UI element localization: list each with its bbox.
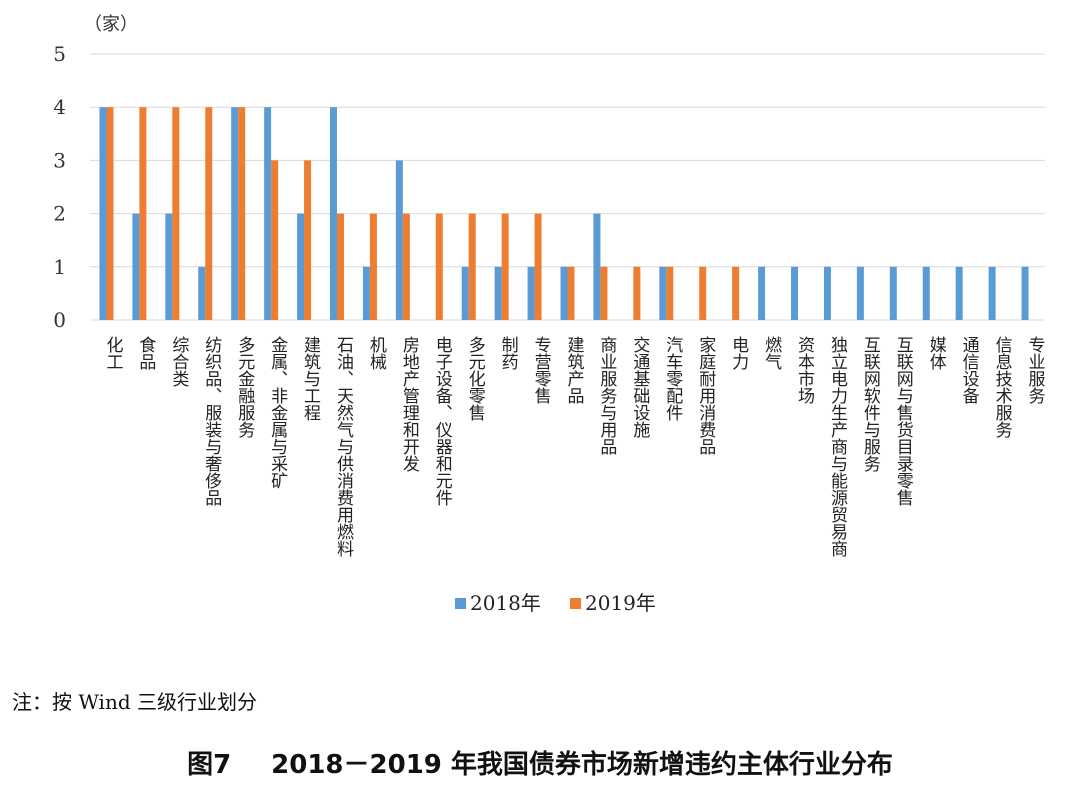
bar-series2 — [106, 107, 114, 320]
legend-swatch — [455, 598, 466, 609]
y-tick-label: 1 — [53, 255, 66, 279]
x-category-label: 多元化零售 — [465, 336, 486, 421]
x-category-label: 电子设备、仪器和元件 — [432, 336, 453, 506]
bar-series1 — [198, 266, 206, 320]
bar-series1 — [329, 107, 337, 320]
y-unit-label: （家） — [84, 14, 138, 35]
x-category-label: 制药 — [498, 336, 519, 371]
bar-series2 — [567, 266, 575, 320]
bar-series1 — [593, 213, 601, 320]
bar-series2 — [534, 213, 542, 320]
figure-label: 图7 — [187, 750, 232, 780]
y-tick-label: 5 — [53, 42, 66, 66]
x-category-label: 专业服务 — [1025, 336, 1046, 404]
bar-series2 — [633, 266, 641, 320]
x-category-label: 交通基础设施 — [629, 336, 650, 439]
x-category-label: 互联网与售货目录零售 — [893, 336, 914, 506]
bar-series2 — [468, 213, 476, 320]
bar-series2 — [139, 107, 147, 320]
bar-series2 — [435, 213, 443, 320]
bar-series2 — [205, 107, 213, 320]
figure-caption: 图7 2018－2019 年我国债券市场新增违约主体行业分布 — [0, 744, 1080, 781]
bar-series2 — [336, 213, 344, 320]
x-category-label: 多元金融服务 — [234, 336, 255, 438]
x-category-label: 独立电力生产商与能源贸易商 — [827, 336, 848, 558]
bar-series2 — [271, 160, 279, 320]
x-category-label: 建筑产品 — [564, 336, 585, 404]
bar-series2 — [402, 213, 410, 320]
bar-series2 — [238, 107, 246, 320]
bar-series1 — [988, 266, 996, 320]
x-category-label: 综合类 — [168, 336, 189, 387]
x-category-label: 通信设备 — [959, 336, 980, 404]
x-category-label: 家庭耐用消费品 — [695, 336, 716, 455]
legend-label: 2019年 — [585, 591, 656, 615]
bar-series1 — [297, 213, 305, 320]
x-category-label: 石油、天然气与供消费用燃料 — [333, 336, 354, 557]
bar-series2 — [600, 266, 608, 320]
legend-label: 2018年 — [470, 591, 541, 615]
bar-series2 — [732, 266, 740, 320]
x-category-label: 建筑与工程 — [300, 336, 321, 421]
bar-series1 — [856, 266, 864, 320]
x-category-label: 燃气 — [761, 336, 782, 370]
bar-chart: （家） 0 1 2 3 4 5 化工 食品 综合类 纺织品、服装与奢侈品 多元金融服务 金属、非金属与采… — [53, 14, 1046, 615]
bar-series1 — [231, 107, 239, 320]
bar-series2 — [172, 107, 180, 320]
figure-title: 2018－2019 年我国债券市场新增违约主体行业分布 — [271, 750, 893, 780]
bar-series1 — [1021, 266, 1029, 320]
bar-series1 — [659, 266, 667, 320]
bar-series1 — [99, 107, 107, 320]
y-tick-label: 0 — [53, 308, 66, 332]
x-category-label: 化工 — [102, 336, 123, 370]
bar-series1 — [791, 266, 799, 320]
bar-series1 — [165, 213, 173, 320]
y-tick-label: 3 — [53, 148, 66, 172]
bar-series1 — [362, 266, 370, 320]
bar-series1 — [922, 266, 930, 320]
x-category-label: 电力 — [728, 336, 749, 370]
legend-swatch — [570, 598, 581, 609]
bar-series2 — [304, 160, 312, 320]
bar-series1 — [889, 266, 897, 320]
bar-series2 — [369, 213, 377, 320]
bar-series1 — [494, 266, 502, 320]
bar-series1 — [823, 266, 831, 320]
bar-series2 — [501, 213, 509, 320]
x-category-label: 纺织品、服装与奢侈品 — [201, 336, 222, 506]
x-category-label: 互联网软件与服务 — [860, 336, 881, 472]
bar-series1 — [560, 266, 568, 320]
x-category-label: 信息技术服务 — [992, 336, 1013, 438]
x-category-label: 房地产管理和开发 — [399, 336, 420, 472]
x-category-label: 资本市场 — [794, 336, 815, 405]
x-category-label: 汽车零配件 — [662, 336, 683, 421]
chart-note: 注：按 Wind 三级行业划分 — [12, 690, 257, 714]
bar-series1 — [955, 266, 963, 320]
bar-series1 — [758, 266, 766, 320]
x-category-label: 机械 — [366, 336, 387, 370]
x-category-label: 食品 — [135, 336, 156, 370]
bar-series1 — [527, 266, 535, 320]
bar-series1 — [395, 160, 403, 320]
bar-series2 — [699, 266, 707, 320]
bar-series1 — [132, 213, 140, 320]
bar-series2 — [666, 266, 674, 320]
y-tick-label: 4 — [53, 95, 66, 119]
x-category-label: 媒体 — [926, 336, 947, 370]
bar-series1 — [264, 107, 272, 320]
x-category-label: 商业服务与用品 — [596, 336, 617, 455]
x-category-label: 金属、非金属与采矿 — [267, 336, 288, 489]
y-tick-label: 2 — [53, 202, 66, 226]
x-category-label: 专营零售 — [531, 336, 552, 404]
bar-series1 — [461, 266, 469, 320]
